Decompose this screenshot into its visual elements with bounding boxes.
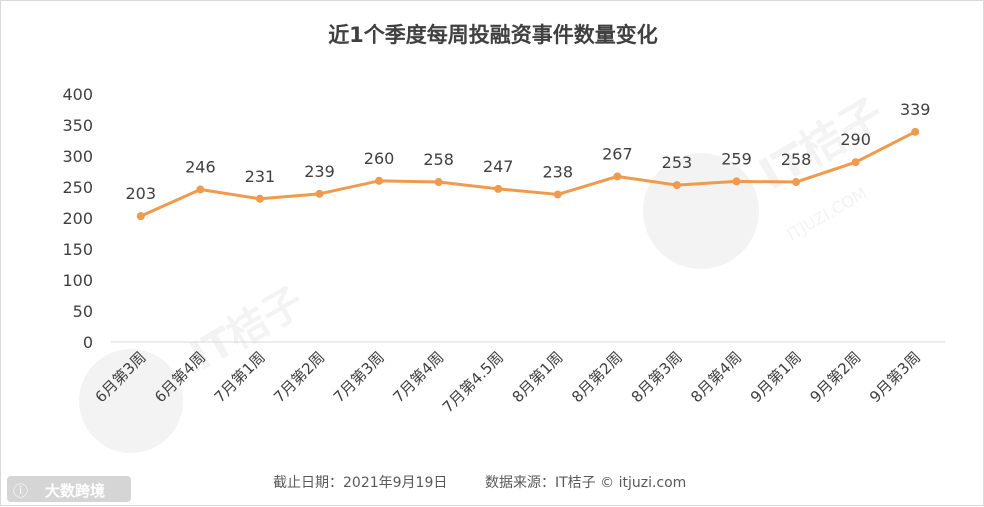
footer-source: 数据来源：IT桔子 © itjuzi.com [485, 475, 686, 491]
data-label: 267 [602, 144, 633, 163]
data-point [315, 189, 324, 198]
footer-date: 截止日期：2021年9月19日 [273, 475, 447, 491]
data-point [136, 212, 145, 221]
watermark-brand: IT桔子 [751, 89, 893, 200]
y-tick-label: 400 [62, 85, 93, 104]
x-tick-label: 8月第1周 [509, 348, 567, 406]
data-point [732, 177, 741, 186]
data-point [553, 190, 562, 199]
y-tick-label: 250 [62, 178, 93, 197]
x-tick-label: 9月第3周 [866, 348, 924, 406]
x-tick-label: 7月第3周 [330, 348, 388, 406]
data-label: 246 [185, 157, 216, 176]
data-label: 339 [900, 100, 931, 119]
watermark-url: ITJUZI.COM [784, 184, 871, 245]
x-tick-label: 8月第4周 [687, 348, 745, 406]
data-point [851, 158, 860, 167]
y-tick-label: 0 [83, 333, 93, 352]
data-point [911, 127, 920, 136]
data-label: 247 [483, 157, 514, 176]
data-point [613, 172, 622, 181]
corner-badge [7, 476, 131, 502]
y-tick-label: 300 [62, 147, 93, 166]
data-point [434, 178, 443, 187]
data-point [672, 181, 681, 190]
data-label: 253 [662, 153, 693, 172]
data-label: 260 [364, 149, 395, 168]
corner-logo-icon: ⓘ [13, 482, 28, 500]
data-labels: 203 246 231 239 260 258 247 238 267 253 259 258 290 3… [126, 100, 931, 203]
y-tick-label: 350 [62, 116, 93, 135]
y-tick-label: 100 [62, 271, 93, 290]
data-point [375, 176, 384, 185]
data-label: 258 [423, 150, 454, 169]
y-tick-label: 50 [73, 302, 93, 321]
data-label: 238 [543, 162, 574, 181]
watermark-corner: ⓘ 大数跨境 [7, 476, 131, 502]
data-point [255, 194, 264, 203]
data-point [792, 178, 801, 187]
data-label: 231 [245, 167, 276, 186]
y-tick-label: 150 [62, 240, 93, 259]
series-polyline [139, 130, 917, 218]
watermark-logo-left-icon [79, 349, 183, 453]
corner-brand-text: 大数跨境 [45, 482, 105, 500]
data-label: 203 [126, 184, 157, 203]
data-label: 259 [721, 149, 752, 168]
data-point [196, 185, 205, 194]
data-point [494, 184, 503, 193]
x-tick-label: 7月第4周 [389, 348, 447, 406]
x-tick-label: 7月第2周 [270, 348, 328, 406]
x-tick-label: 8月第2周 [568, 348, 626, 406]
data-label: 239 [304, 162, 335, 181]
x-tick-label: 7月第4.5周 [439, 348, 507, 416]
watermark-logo-icon [643, 153, 759, 269]
x-tick-label: 9月第2周 [806, 348, 864, 406]
data-label: 290 [840, 130, 871, 149]
y-axis: 0 50 100 150 200 250 300 350 400 [62, 85, 93, 352]
chart-title: 近1个季度每周投融资事件数量变化 [328, 23, 658, 47]
data-points [136, 127, 920, 221]
y-tick-label: 200 [62, 209, 93, 228]
data-label: 258 [781, 150, 812, 169]
x-tick-label: 8月第3周 [628, 348, 686, 406]
watermark-right: IT桔子 ITJUZI.COM [643, 89, 893, 269]
x-tick-label: 9月第1周 [747, 348, 805, 406]
series-line [139, 130, 917, 218]
